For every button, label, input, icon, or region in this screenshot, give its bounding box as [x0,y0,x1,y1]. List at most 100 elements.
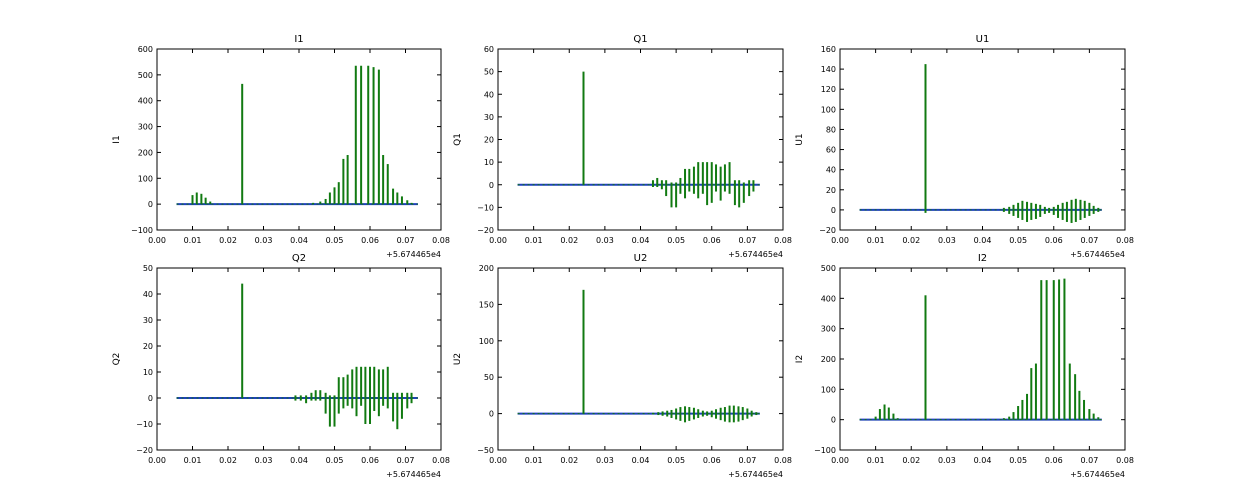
y-tick-label: −100 [814,446,836,455]
y-tick-label: 100 [821,105,836,114]
x-tick-label: 0.06 [361,456,379,465]
x-tick-label: 0.04 [974,456,992,465]
y-tick-label: 30 [143,316,153,325]
y-tick-label: 100 [821,385,836,394]
y-tick-label: 160 [821,45,836,54]
subplot-title: Q2 [292,253,306,264]
x-tick-label: 0.05 [326,456,344,465]
subplot-title: I2 [978,253,987,264]
x-tick-label: 0.03 [255,236,273,245]
x-tick-label: 0.06 [361,236,379,245]
axes-frame [839,48,1126,231]
x-tick-label: 0.08 [432,456,450,465]
y-tick-label: 500 [821,264,836,273]
x-tick-label: 0.04 [290,236,308,245]
subplot-I2: I2 I2 0.00 0.01 0.02 0.03 0.04 0.05 0.06 0.07 0.08… [795,253,1134,479]
y-tick-label: 600 [138,45,153,54]
y-tick-label: −10 [477,203,494,212]
x-tick-label: 0.07 [1080,236,1098,245]
x-tick-label: 0.03 [596,236,614,245]
plot-data [176,65,418,206]
y-tick-label: 300 [138,123,153,132]
x-tick-label: 0.02 [560,236,578,245]
y-tick-label: 40 [143,290,153,299]
subplot-title: Q1 [633,34,647,45]
y-tick-label: 50 [484,68,494,77]
x-tick-label: 0.06 [1045,456,1063,465]
y-tick-label: 0 [831,416,836,425]
y-tick-label: 40 [484,90,494,99]
x-tick-label: 0.01 [184,456,202,465]
x-tick-label: 0.05 [1009,236,1027,245]
y-tick-label: 400 [821,294,836,303]
x-tick-label: 0.05 [667,456,685,465]
y-tick-label: 0 [489,410,494,419]
x-tick-label: 0.07 [397,456,415,465]
x-tick-label: 0.05 [326,236,344,245]
plot-data [517,71,760,208]
y-tick-label: 80 [826,125,836,134]
x-tick-label: 0.03 [255,456,273,465]
y-tick-label: 150 [479,300,494,309]
x-tick-label: 0.07 [397,236,415,245]
y-tick-label: 200 [138,148,153,157]
axes-frame [156,267,442,451]
subplot-title: I1 [294,34,303,45]
x-tick-label: 0.08 [432,236,450,245]
axes-frame [156,48,442,231]
y-tick-label: 500 [138,71,153,80]
y-tick-label: 300 [821,325,836,334]
x-tick-label: 0.07 [738,236,756,245]
subplot-U1: U1 U1 0.00 0.01 0.02 0.03 0.04 0.05 0.06 0.07 0.08… [795,34,1134,259]
x-tick-label: 0.08 [774,456,792,465]
subplot-title: U1 [976,34,990,45]
y-tick-label: −20 [477,226,494,235]
y-tick-label: 100 [138,174,153,183]
x-offset-label: +5.674465e4 [386,250,441,259]
y-tick-label: −10 [136,420,153,429]
x-tick-label: 0.07 [738,456,756,465]
x-tick-label: 0.01 [525,236,543,245]
x-tick-label: 0.00 [489,236,507,245]
subplot-I1: I1 I1 0.00 0.01 0.02 0.03 0.04 0.05 0.06 0.07 0.08… [112,34,450,259]
y-tick-label: 200 [479,264,494,273]
y-tick-label: 400 [138,97,153,106]
x-tick-label: 0.02 [902,236,920,245]
x-tick-label: 0.04 [632,456,650,465]
x-offset-label: +5.674465e4 [728,470,783,479]
y-tick-label: −20 [819,226,836,235]
y-tick-label: 10 [143,368,153,377]
y-tick-label: 100 [479,337,494,346]
x-tick-label: 0.02 [219,456,237,465]
y-tick-label: 50 [143,264,153,273]
subplot-Q2: Q2 Q2 0.00 0.01 0.02 0.03 0.04 0.05 0.06 0.07 0.08… [112,253,450,479]
subplot-U2: U2 U2 0.00 0.01 0.02 0.03 0.04 0.05 0.06 0.07 0.08… [453,253,792,479]
y-axis-label: Q1 [453,133,463,146]
x-tick-label: 0.03 [938,456,956,465]
y-tick-label: 0 [831,206,836,215]
subplot-title: U2 [634,253,648,264]
y-tick-label: 0 [489,181,494,190]
x-tick-label: 0.03 [596,456,614,465]
x-tick-label: 0.01 [184,236,202,245]
axes-frame [497,267,784,451]
x-tick-label: 0.01 [867,456,885,465]
y-tick-label: 50 [484,373,494,382]
x-tick-label: 0.05 [1009,456,1027,465]
y-tick-label: 60 [484,45,494,54]
x-tick-label: 0.07 [1080,456,1098,465]
x-offset-label: +5.674465e4 [728,250,783,259]
x-tick-label: 0.01 [867,236,885,245]
x-tick-label: 0.01 [525,456,543,465]
x-offset-label: +5.674465e4 [386,470,441,479]
y-tick-label: −20 [136,446,153,455]
x-tick-label: 0.00 [831,236,849,245]
x-offset-label: +5.674465e4 [1070,470,1125,479]
subplot-Q1: Q1 Q1 0.00 0.01 0.02 0.03 0.04 0.05 0.06 0.07 0.08… [453,34,792,259]
y-axis-label: U1 [795,133,805,145]
y-tick-label: 60 [826,146,836,155]
y-axis-label: I2 [795,355,805,363]
x-tick-label: 0.08 [774,236,792,245]
x-tick-label: 0.00 [489,456,507,465]
x-tick-label: 0.04 [632,236,650,245]
